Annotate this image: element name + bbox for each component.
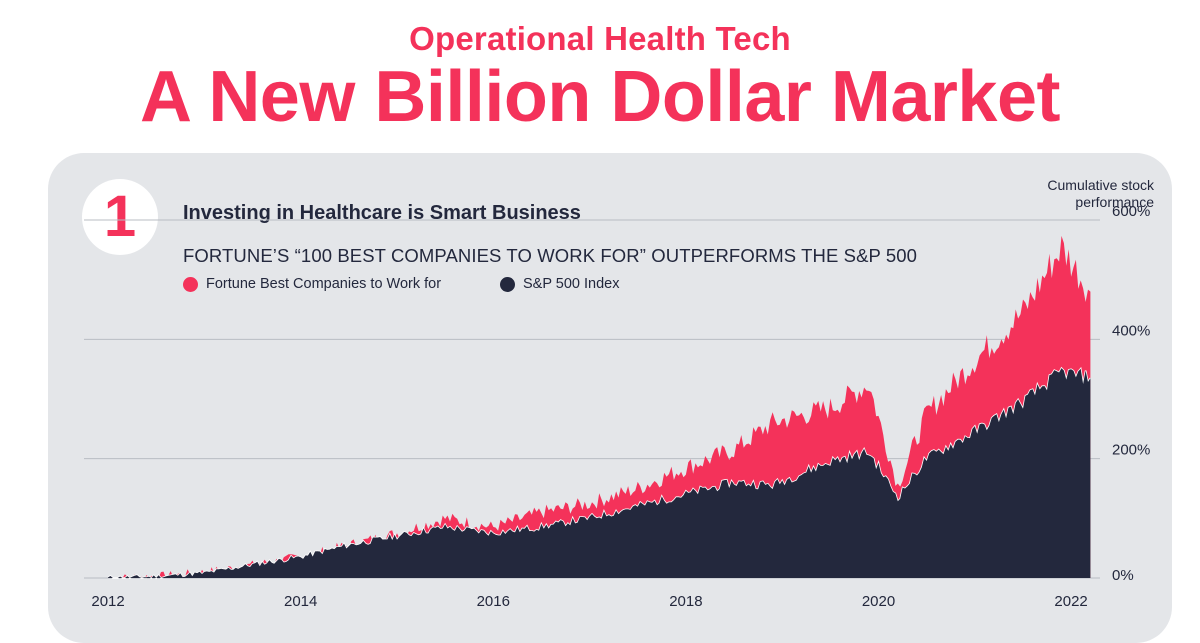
x-tick-label: 2016: [477, 593, 510, 610]
y-axis-label: Cumulative stock performance: [994, 177, 1154, 211]
x-tick-label: 2022: [1054, 593, 1087, 610]
legend-swatch-sp500: [500, 276, 515, 292]
x-tick-label: 2020: [862, 593, 895, 610]
x-tick-label: 2018: [669, 593, 702, 610]
panel-number: 1: [103, 184, 137, 249]
y-tick-label: 200%: [1112, 442, 1150, 459]
legend-item-fortune: Fortune Best Companies to Work for: [183, 276, 441, 292]
legend-swatch-fortune: [183, 276, 198, 292]
panel-subtitle: FORTUNE’S “100 BEST COMPANIES TO WORK FO…: [183, 245, 918, 266]
y-axis-label-line1: Cumulative stock: [1047, 177, 1154, 193]
panel-title: Investing in Healthcare is Smart Busines…: [183, 202, 581, 224]
y-axis-label-line2: performance: [1075, 194, 1154, 210]
y-tick-label: 600%: [1112, 203, 1150, 220]
legend-label-fortune: Fortune Best Companies to Work for: [206, 276, 442, 292]
x-tick-label: 2014: [284, 593, 317, 610]
area-sp500: [108, 368, 1091, 578]
page-title: A New Billion Dollar Market: [139, 57, 1061, 137]
chart-canvas: 0% 200% 400% 600% 2012 2014 2016 2018 2020 2022: [84, 203, 1150, 610]
legend-label-sp500: S&P 500 Index: [523, 276, 620, 292]
y-axis-ticks: 0% 200% 400% 600%: [1112, 203, 1150, 584]
page-subtitle: Operational Health Tech: [409, 20, 791, 57]
panel-number-badge: 1: [82, 179, 158, 255]
y-tick-label: 400%: [1112, 322, 1150, 339]
legend-item-sp500: S&P 500 Index: [500, 276, 619, 292]
x-tick-label: 2012: [91, 593, 124, 610]
x-axis-ticks: 2012 2014 2016 2018 2020 2022: [91, 593, 1087, 610]
y-tick-label: 0%: [1112, 567, 1134, 584]
